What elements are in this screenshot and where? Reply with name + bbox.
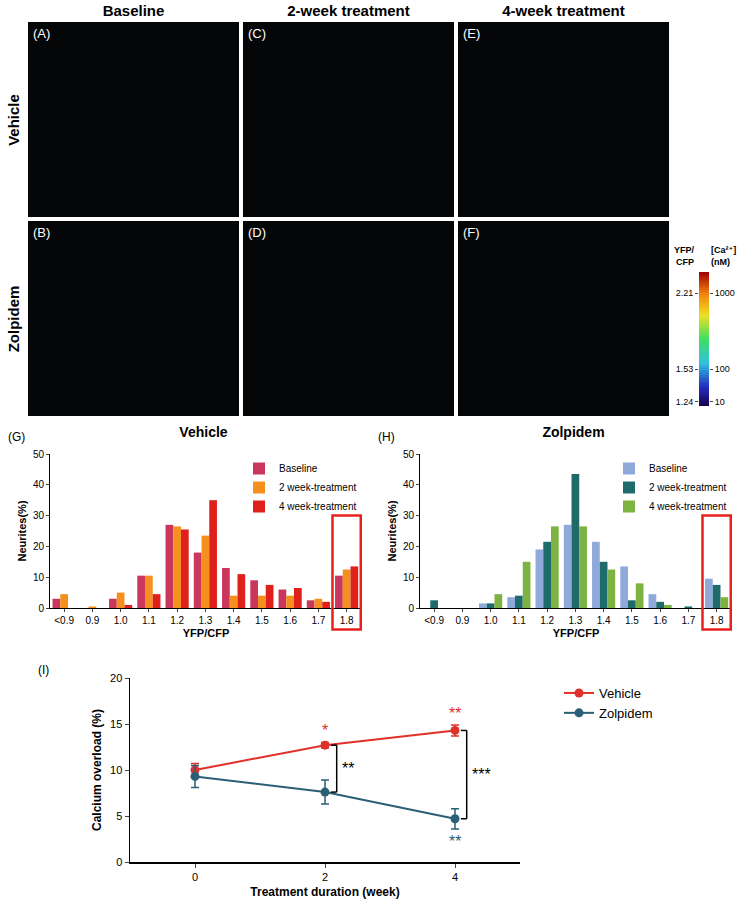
svg-text:40: 40 — [403, 479, 415, 490]
svg-text:1.4: 1.4 — [227, 615, 241, 626]
svg-text:0: 0 — [116, 856, 122, 868]
svg-text:1.6: 1.6 — [653, 615, 667, 626]
svg-text:1.5: 1.5 — [625, 615, 639, 626]
svg-text:0: 0 — [408, 603, 414, 614]
svg-text:0.9: 0.9 — [85, 615, 99, 626]
svg-text:2 week-treatment: 2 week-treatment — [649, 482, 726, 493]
svg-text:100: 100 — [715, 364, 730, 374]
svg-text:1.0: 1.0 — [114, 615, 128, 626]
svg-text:**: ** — [449, 833, 461, 850]
svg-text:20: 20 — [33, 541, 45, 552]
svg-text:Zolpidem: Zolpidem — [599, 706, 652, 721]
svg-text:***: *** — [472, 766, 491, 783]
svg-text:4: 4 — [452, 871, 458, 883]
svg-text:YFP/CFP: YFP/CFP — [553, 627, 599, 639]
svg-text:0: 0 — [192, 871, 198, 883]
svg-text:1.6: 1.6 — [283, 615, 297, 626]
svg-text:1.8: 1.8 — [340, 615, 354, 626]
svg-text:40: 40 — [33, 479, 45, 490]
svg-text:(I): (I) — [38, 663, 49, 677]
html-text:4-week treatment: 4-week treatment — [502, 2, 625, 19]
svg-text:Baseline: Baseline — [279, 463, 318, 474]
svg-text:5: 5 — [116, 810, 122, 822]
svg-text:**: ** — [449, 705, 461, 722]
svg-text:Neurites(%): Neurites(%) — [16, 500, 28, 561]
svg-text:50: 50 — [403, 449, 415, 460]
svg-text:1.2: 1.2 — [170, 615, 184, 626]
svg-text:Calcium overload (%): Calcium overload (%) — [90, 709, 104, 831]
html-text:(A): (A) — [33, 26, 51, 41]
html-text:(D): (D) — [248, 225, 266, 240]
svg-text:YFP/CFP: YFP/CFP — [183, 627, 229, 639]
svg-text:1.2: 1.2 — [540, 615, 554, 626]
svg-text:YFP/CFP: YFP/CFP — [674, 245, 695, 267]
svg-text:*: * — [322, 722, 328, 739]
svg-text:1.7: 1.7 — [681, 615, 695, 626]
svg-text:10: 10 — [715, 397, 725, 407]
svg-text:1.3: 1.3 — [198, 615, 212, 626]
html-text:Zolpidem: Zolpidem — [4, 285, 21, 352]
svg-text:<0.9: <0.9 — [54, 615, 74, 626]
svg-text:1000: 1000 — [715, 288, 735, 298]
html-text:2-week treatment: 2-week treatment — [287, 2, 410, 19]
svg-text:Vehicle: Vehicle — [179, 424, 227, 440]
svg-text:Vehicle: Vehicle — [599, 686, 641, 701]
svg-text:10: 10 — [33, 572, 45, 583]
svg-text:1.5: 1.5 — [255, 615, 269, 626]
svg-text:1.0: 1.0 — [484, 615, 498, 626]
svg-text:Zolpidem: Zolpidem — [542, 424, 604, 440]
svg-text:0.9: 0.9 — [455, 615, 469, 626]
svg-text:2 week-treatment: 2 week-treatment — [279, 482, 356, 493]
svg-text:1.3: 1.3 — [568, 615, 582, 626]
svg-text:Baseline: Baseline — [649, 463, 688, 474]
svg-text:10: 10 — [403, 572, 415, 583]
svg-text:1.8: 1.8 — [710, 615, 724, 626]
svg-text:4 week-treatment: 4 week-treatment — [279, 501, 356, 512]
svg-text:1.7: 1.7 — [311, 615, 325, 626]
svg-text:1.1: 1.1 — [512, 615, 526, 626]
svg-text:<0.9: <0.9 — [424, 615, 444, 626]
svg-text:20: 20 — [403, 541, 415, 552]
svg-text:**: ** — [342, 760, 354, 777]
svg-text:20: 20 — [110, 672, 122, 684]
svg-text:1.53: 1.53 — [676, 364, 694, 374]
svg-text:(H): (H) — [378, 430, 395, 444]
svg-text:30: 30 — [403, 510, 415, 521]
svg-text:[Ca²⁺](nM): [Ca²⁺](nM) — [711, 245, 736, 267]
svg-text:1.1: 1.1 — [142, 615, 156, 626]
svg-text:(G): (G) — [8, 430, 25, 444]
html-text:Baseline: Baseline — [102, 2, 165, 19]
svg-text:Treatment duration (week): Treatment duration (week) — [250, 885, 399, 899]
svg-text:2: 2 — [322, 871, 328, 883]
html-text:(C): (C) — [248, 26, 266, 41]
svg-text:50: 50 — [33, 449, 45, 460]
svg-text:4 week-treatment: 4 week-treatment — [649, 501, 726, 512]
html-text:(E): (E) — [463, 26, 481, 41]
svg-text:30: 30 — [33, 510, 45, 521]
svg-text:10: 10 — [110, 764, 122, 776]
svg-text:15: 15 — [110, 718, 122, 730]
svg-text:Neurites(%): Neurites(%) — [386, 500, 398, 561]
html-text:(F): (F) — [463, 225, 480, 240]
html-text:Vehicle: Vehicle — [4, 93, 21, 146]
svg-text:0: 0 — [38, 603, 44, 614]
svg-text:2.21: 2.21 — [676, 288, 694, 298]
svg-text:1.24: 1.24 — [676, 397, 694, 407]
svg-text:1.4: 1.4 — [597, 615, 611, 626]
html-text:(B): (B) — [33, 225, 51, 240]
